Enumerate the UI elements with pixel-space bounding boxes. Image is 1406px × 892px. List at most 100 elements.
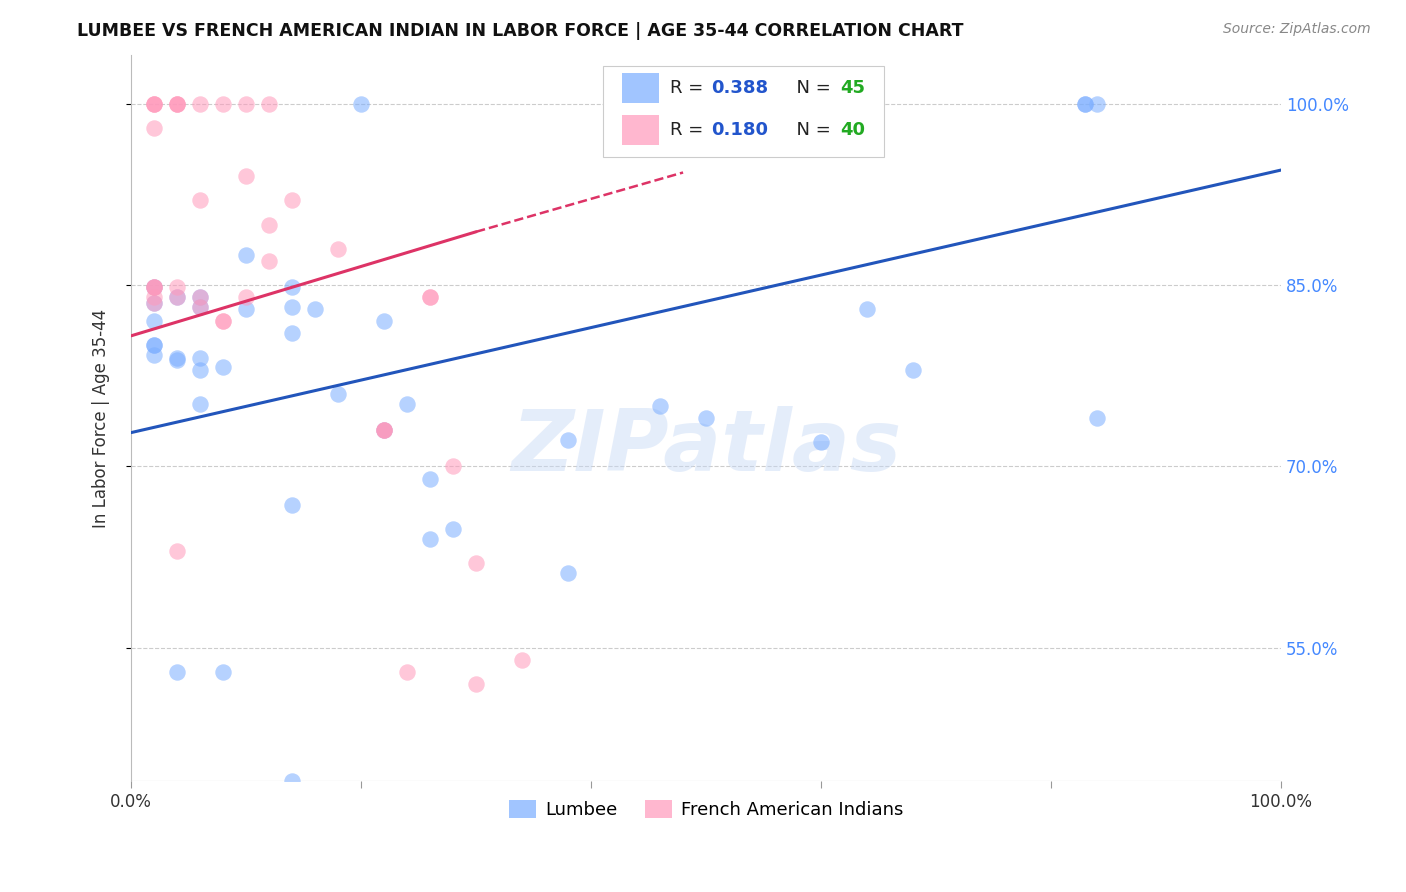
Point	[281, 194, 304, 208]
Point	[212, 96, 235, 111]
Point	[188, 194, 211, 208]
Text: R =: R =	[671, 79, 710, 97]
Bar	[621, 115, 659, 145]
Point	[143, 280, 166, 294]
Point	[188, 96, 211, 111]
Point	[166, 353, 188, 368]
Point	[212, 665, 235, 679]
Point	[235, 96, 257, 111]
Point	[143, 120, 166, 135]
Point	[166, 96, 188, 111]
Text: N =: N =	[786, 121, 837, 139]
Point	[1074, 96, 1097, 111]
Bar	[621, 73, 659, 103]
Point	[510, 653, 533, 667]
Point	[304, 302, 326, 317]
Point	[143, 338, 166, 352]
Point	[326, 242, 349, 256]
Point	[419, 290, 441, 304]
Text: ZIPatlas: ZIPatlas	[510, 406, 901, 489]
Point	[373, 423, 395, 437]
Point	[143, 280, 166, 294]
Point	[188, 290, 211, 304]
Point	[373, 423, 395, 437]
Point	[188, 396, 211, 410]
Point	[419, 290, 441, 304]
Point	[441, 459, 464, 474]
Point	[396, 396, 419, 410]
Point	[856, 302, 879, 317]
Point	[557, 566, 579, 580]
Text: 0.388: 0.388	[710, 79, 768, 97]
Point	[166, 290, 188, 304]
Point	[1074, 96, 1097, 111]
Point	[1085, 96, 1108, 111]
Point	[1085, 411, 1108, 425]
Point	[188, 300, 211, 314]
Point	[419, 471, 441, 485]
Point	[281, 280, 304, 294]
Point	[281, 300, 304, 314]
Point	[373, 423, 395, 437]
Point	[143, 338, 166, 352]
Point	[557, 433, 579, 447]
Point	[143, 280, 166, 294]
Point	[281, 498, 304, 512]
Point	[235, 302, 257, 317]
Point	[188, 362, 211, 376]
FancyBboxPatch shape	[603, 66, 884, 157]
Point	[143, 96, 166, 111]
Point	[143, 96, 166, 111]
Point	[212, 314, 235, 328]
Point	[901, 362, 924, 376]
Point	[166, 290, 188, 304]
Point	[373, 314, 395, 328]
Point	[281, 326, 304, 341]
Point	[143, 314, 166, 328]
Point	[143, 290, 166, 304]
Point	[166, 665, 188, 679]
Point	[695, 411, 717, 425]
Legend: Lumbee, French American Indians: Lumbee, French American Indians	[502, 793, 910, 826]
Text: LUMBEE VS FRENCH AMERICAN INDIAN IN LABOR FORCE | AGE 35-44 CORRELATION CHART: LUMBEE VS FRENCH AMERICAN INDIAN IN LABO…	[77, 22, 965, 40]
Point	[441, 522, 464, 536]
Point	[166, 280, 188, 294]
Point	[143, 296, 166, 310]
Point	[373, 423, 395, 437]
Point	[235, 169, 257, 183]
Point	[235, 248, 257, 262]
Point	[188, 300, 211, 314]
Point	[648, 399, 671, 413]
Point	[188, 290, 211, 304]
Text: R =: R =	[671, 121, 710, 139]
Text: 0.180: 0.180	[710, 121, 768, 139]
Point	[188, 351, 211, 365]
Point	[350, 96, 373, 111]
Point	[257, 253, 280, 268]
Point	[143, 348, 166, 362]
Point	[166, 544, 188, 558]
Text: 40: 40	[841, 121, 866, 139]
Point	[166, 96, 188, 111]
Text: N =: N =	[786, 79, 837, 97]
Point	[832, 96, 855, 111]
Point	[235, 290, 257, 304]
Point	[143, 296, 166, 310]
Y-axis label: In Labor Force | Age 35-44: In Labor Force | Age 35-44	[93, 309, 110, 528]
Point	[257, 218, 280, 232]
Point	[810, 435, 832, 450]
Point	[166, 351, 188, 365]
Point	[143, 96, 166, 111]
Point	[212, 360, 235, 375]
Point	[212, 314, 235, 328]
Point	[257, 96, 280, 111]
Point	[326, 387, 349, 401]
Point	[465, 677, 488, 691]
Point	[281, 774, 304, 789]
Point	[166, 96, 188, 111]
Text: 45: 45	[841, 79, 866, 97]
Point	[419, 532, 441, 546]
Point	[465, 556, 488, 570]
Point	[143, 280, 166, 294]
Point	[396, 665, 419, 679]
